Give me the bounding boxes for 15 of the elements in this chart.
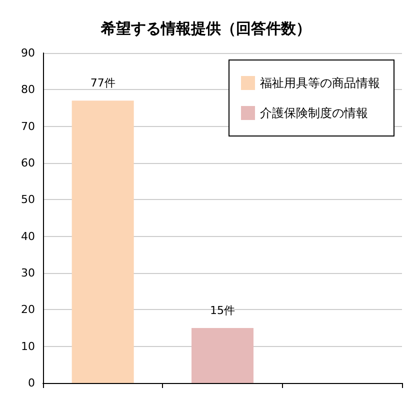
y-tick-label: 70 [21, 120, 35, 133]
legend-label: 福祉用具等の商品情報 [260, 76, 380, 90]
y-tick-label: 50 [21, 193, 35, 206]
y-tick-label: 90 [21, 46, 35, 60]
y-tick-label: 10 [21, 340, 35, 353]
data-label: 15件 [210, 304, 235, 317]
y-tick-label: 80 [21, 83, 35, 96]
y-tick-label: 40 [21, 230, 35, 243]
legend-label: 介護保険制度の情報 [260, 106, 368, 120]
y-tick-label: 20 [21, 303, 35, 316]
y-tick-label: 0 [28, 376, 35, 390]
data-label: 77件 [90, 76, 116, 90]
y-tick-label: 60 [21, 156, 35, 170]
y-tick-label: 30 [21, 266, 35, 280]
chart-title: 希望する情報提供（回答件数） [100, 20, 311, 38]
